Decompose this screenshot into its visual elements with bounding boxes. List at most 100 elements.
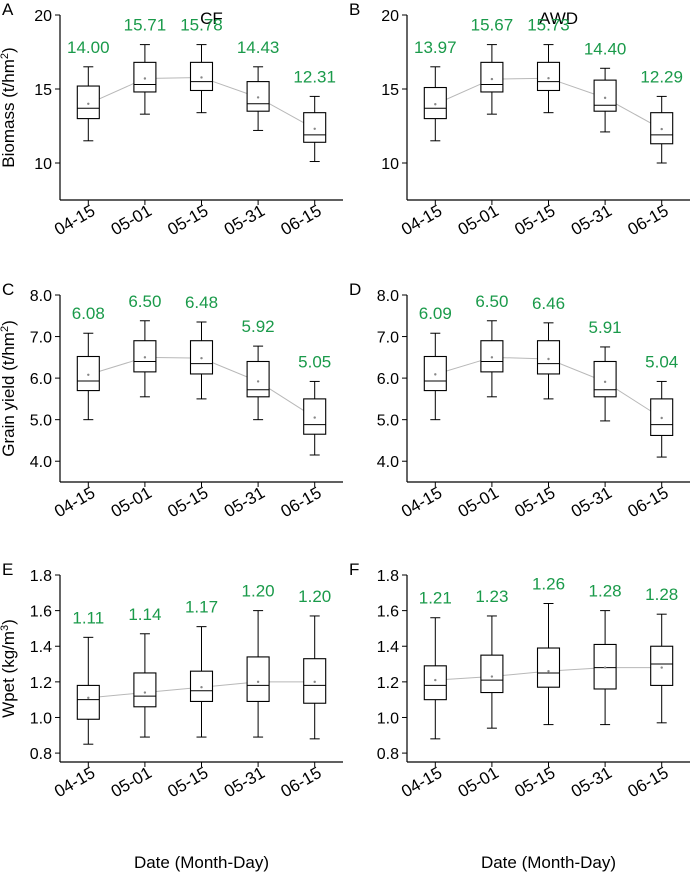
box-06-15: 5.04	[645, 352, 678, 458]
box-04-15: 6.09	[419, 304, 452, 421]
x-tick-label: 05-01	[108, 483, 155, 521]
mean-value-label: 5.05	[298, 352, 331, 371]
y-axis-label-sup: 3	[0, 625, 11, 631]
y-axis-label-main: Biomass (t/hm	[0, 59, 18, 168]
box-05-01: 1.23	[475, 587, 508, 729]
box-05-31: 14.40	[584, 39, 626, 133]
y-tick-label: 1.8	[377, 568, 399, 585]
x-tick-label: 05-01	[455, 763, 502, 801]
y-tick-label: 5.0	[30, 413, 52, 430]
y-tick-label: 4.0	[377, 454, 399, 471]
x-tick-label: 05-15	[511, 201, 558, 239]
panel-letter: E	[2, 560, 13, 579]
mean-point	[143, 691, 147, 694]
mean-value-label: 1.28	[645, 585, 678, 604]
mean-value-label: 1.23	[475, 587, 508, 606]
x-axis-label: Date (Month-Day)	[134, 853, 269, 872]
y-axis-label-end: )	[0, 320, 18, 326]
box-05-31: 5.92	[242, 317, 275, 421]
x-tick-label: 05-01	[108, 763, 155, 801]
mean-value-label: 6.50	[128, 292, 161, 311]
box-iqr	[650, 645, 674, 686]
mean-point	[143, 77, 147, 80]
box-iqr	[480, 654, 504, 694]
panel-a: A CF 10 15 20 04-15 05-01 05-15 05-31 06-15 Biomas…	[0, 0, 343, 239]
x-tick-label: 05-01	[455, 201, 502, 239]
mean-value-label: 5.92	[242, 317, 275, 336]
mean-value-label: 13.97	[414, 38, 457, 57]
mean-value-label: 6.48	[185, 293, 218, 312]
x-tick-label: 05-31	[221, 763, 268, 801]
mean-point	[547, 76, 550, 80]
x-tick-label: 05-01	[455, 483, 502, 521]
x-tick-label: 05-31	[221, 483, 268, 521]
box-iqr	[76, 684, 100, 720]
mean-point	[434, 373, 437, 376]
panel-d: D 4.0 5.0 6.0 7.0 8.0 04-15 05-01 05-15 05-31 06-1…	[349, 280, 690, 521]
y-tick-label: 1.2	[377, 675, 399, 692]
box-iqr	[133, 61, 157, 93]
y-tick-label: 1.4	[30, 639, 52, 656]
box-05-31: 1.28	[589, 582, 622, 726]
box-06-15: 1.20	[298, 587, 331, 740]
y-tick-label: 15	[381, 82, 399, 99]
box-05-01: 15.67	[471, 16, 514, 115]
mean-point	[490, 77, 494, 81]
panel-title: CF	[200, 9, 223, 28]
x-tick-label: 06-15	[278, 201, 325, 239]
x-tick-label: 04-15	[398, 201, 445, 239]
panel-c: C 4.0 5.0 6.0 7.0 8.0 04-15 05-01 05-15 05-31 06-1…	[0, 280, 343, 521]
x-tick-label: 05-15	[511, 483, 558, 521]
box-05-15: 15.73	[527, 16, 570, 114]
x-tick-label: 05-31	[221, 201, 268, 239]
box-05-01: 6.50	[475, 292, 508, 398]
mean-point	[200, 686, 203, 689]
mean-point	[660, 127, 663, 131]
mean-point	[603, 380, 607, 384]
box-iqr	[480, 61, 504, 93]
mean-point	[660, 666, 663, 669]
y-tick-label: 10	[381, 156, 399, 173]
y-tick-label: 1.2	[30, 675, 52, 692]
mean-value-label: 6.08	[72, 304, 105, 323]
box-iqr	[246, 656, 270, 702]
box-iqr	[76, 355, 100, 392]
y-tick-label: 1.0	[377, 710, 399, 727]
mean-point	[313, 680, 316, 684]
box-05-31: 1.20	[242, 582, 275, 738]
x-tick-label: 05-15	[164, 201, 211, 239]
panel-b: B AWD 10 15 20 04-15 05-01 05-15 05-31 06-15 13.97…	[349, 0, 690, 239]
y-tick-label: 1.8	[30, 568, 52, 585]
y-axis-label-end: )	[0, 47, 18, 53]
x-tick-label: 05-31	[568, 483, 615, 521]
y-tick-label: 6.0	[377, 371, 399, 388]
mean-value-label: 1.28	[589, 582, 622, 601]
box-06-15: 5.05	[298, 352, 331, 456]
box-05-15: 15.78	[180, 16, 223, 114]
panel-letter: F	[349, 560, 359, 579]
box-iqr	[536, 647, 561, 688]
mean-value-label: 5.04	[645, 352, 678, 371]
x-axis-label: Date (Month-Day)	[481, 853, 616, 872]
mean-value-label: 15.67	[471, 16, 514, 35]
box-04-15: 6.08	[72, 304, 105, 421]
y-tick-label: 20	[34, 8, 52, 25]
mean-value-label: 15.71	[124, 16, 167, 35]
x-tick-label: 04-15	[398, 483, 445, 521]
box-05-15: 6.48	[185, 293, 218, 400]
y-tick-label: 20	[381, 8, 399, 25]
box-04-15: 14.00	[67, 38, 110, 142]
x-tick-label: 06-15	[625, 483, 672, 521]
y-tick-label: 10	[34, 156, 52, 173]
y-tick-label: 15	[34, 82, 52, 99]
y-tick-label: 8.0	[377, 288, 399, 305]
box-iqr	[303, 112, 327, 143]
mean-point	[660, 416, 663, 420]
mean-point	[313, 127, 316, 131]
x-tick-label: 04-15	[398, 763, 445, 801]
mean-point	[143, 356, 147, 359]
box-iqr	[536, 340, 561, 375]
y-axis-label-end: )	[0, 619, 18, 625]
mean-value-label: 15.73	[527, 16, 570, 35]
y-tick-label: 6.0	[30, 371, 52, 388]
